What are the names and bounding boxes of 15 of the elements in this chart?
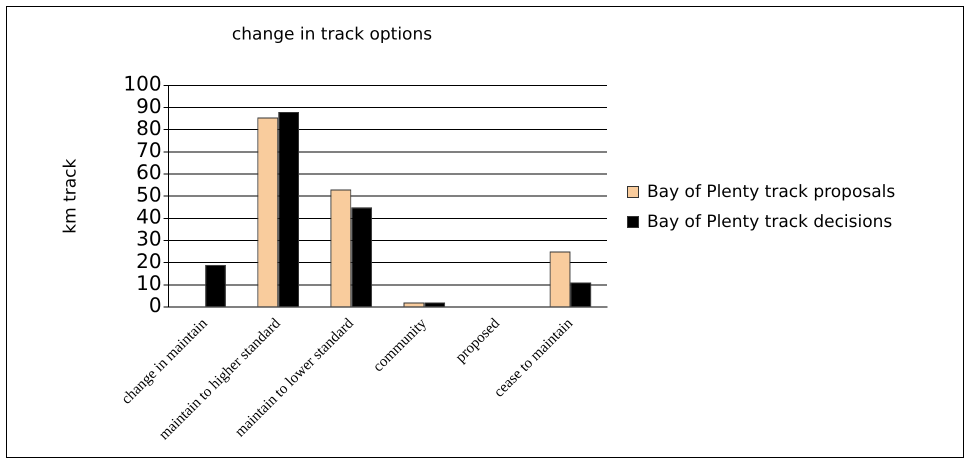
y-tick-label: 0 xyxy=(148,293,162,318)
chart-title: change in track options xyxy=(232,24,432,45)
y-tick-label: 90 xyxy=(136,94,162,118)
y-tick-label: 80 xyxy=(136,116,162,140)
y-tick-label: 70 xyxy=(136,138,162,162)
y-tick-label: 60 xyxy=(136,160,162,184)
y-tick-label: 50 xyxy=(136,182,162,206)
legend-label: Bay of Plenty track proposals xyxy=(647,182,896,202)
y-axis-title: km track xyxy=(60,158,81,234)
y-tick-label: 40 xyxy=(136,204,162,229)
legend-label: Bay of Plenty track decisions xyxy=(647,212,892,232)
y-tick-label: 30 xyxy=(136,226,162,251)
y-tick-label: 100 xyxy=(123,72,162,96)
y-tick-label: 10 xyxy=(136,270,162,295)
y-tick-label: 20 xyxy=(136,248,162,273)
